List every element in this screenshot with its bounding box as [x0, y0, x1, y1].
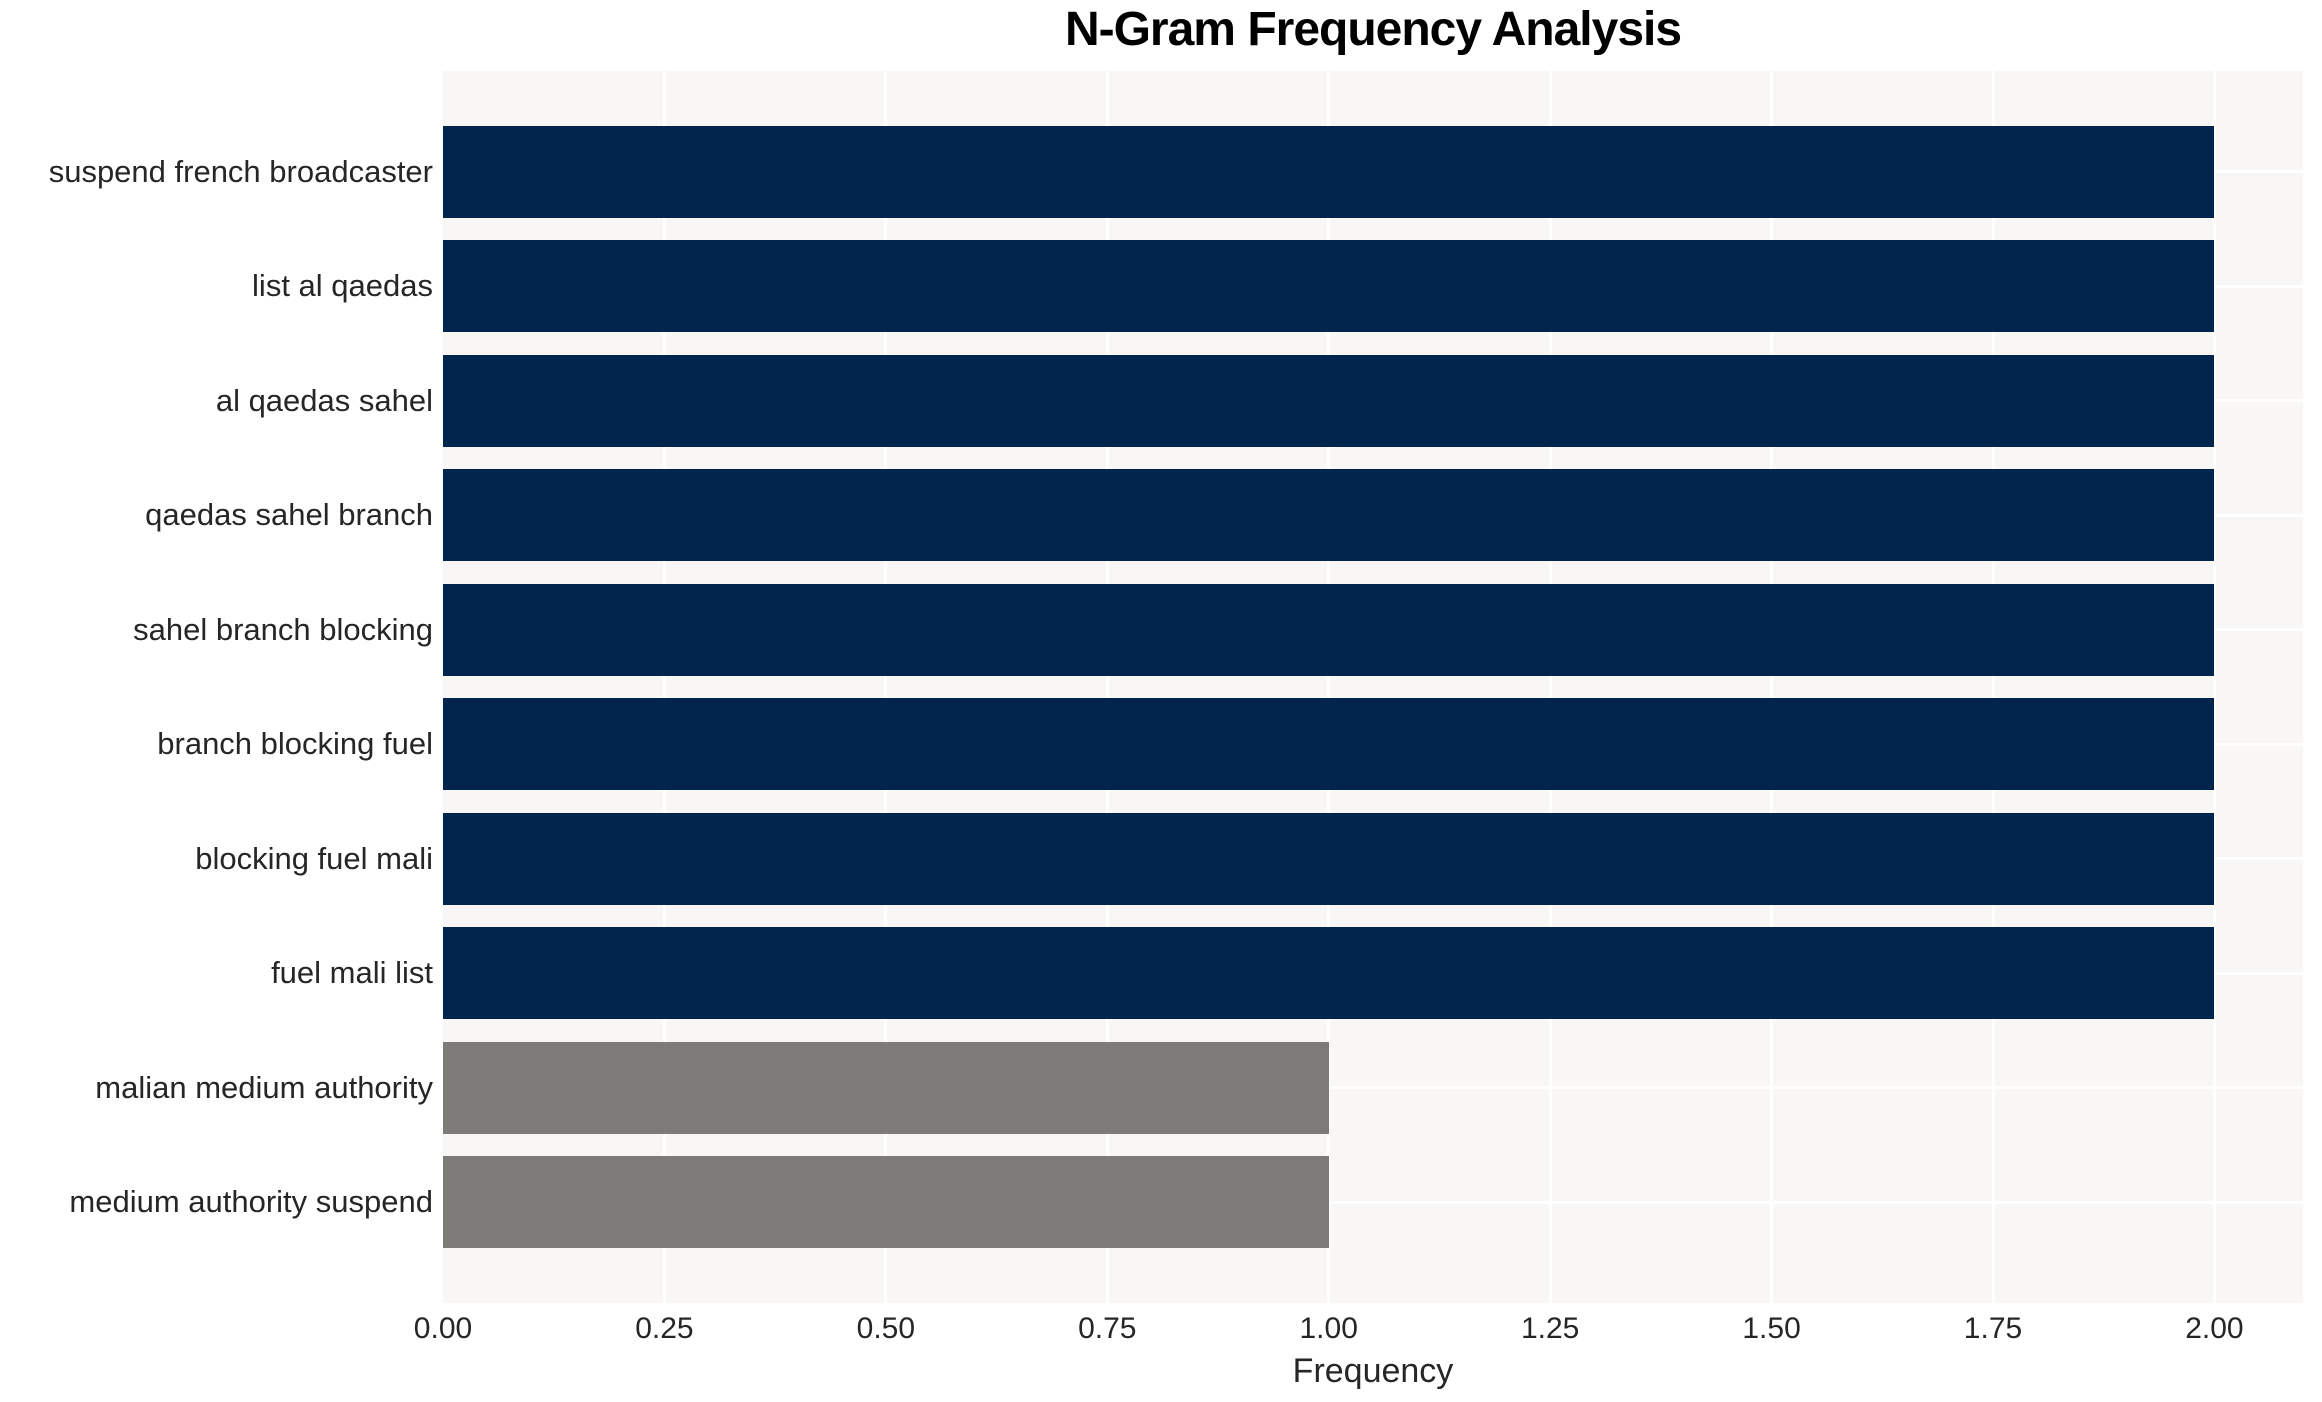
gridline-vertical	[1105, 71, 1109, 1303]
y-tick-label: al qaedas sahel	[215, 382, 433, 418]
bar-al-qaedas-sahel	[443, 354, 2215, 447]
x-axis-title: Frequency	[1292, 1352, 1454, 1390]
bar-fuel-mali-list	[443, 927, 2215, 1019]
gridline-vertical	[2212, 71, 2216, 1303]
x-tick-label: 0.00	[413, 1312, 473, 1345]
bar-qaedas-sahel-branch	[443, 469, 2215, 561]
bar-list-al-qaedas	[443, 240, 2215, 332]
y-tick-label: malian medium authority	[95, 1069, 433, 1105]
y-tick-label: blocking fuel mali	[195, 840, 433, 876]
y-tick-label: qaedas sahel branch	[145, 497, 433, 532]
y-tick-label: list al qaedas	[252, 268, 433, 303]
gridline-horizontal	[443, 1086, 2303, 1089]
gridline-horizontal	[443, 1200, 2303, 1204]
bar-blocking-fuel-mali	[443, 812, 2215, 905]
gridline-vertical	[1991, 71, 1995, 1303]
x-tick-label: 1.50	[1742, 1312, 1801, 1345]
y-tick-label: fuel mali list	[271, 955, 433, 990]
gridline-vertical	[1770, 71, 1774, 1303]
y-tick-label: branch blocking fuel	[157, 726, 433, 761]
gridline-vertical	[884, 71, 888, 1303]
x-tick-label: 1.75	[1963, 1312, 2023, 1345]
plot-area	[443, 71, 2303, 1303]
y-tick-label: suspend french broadcaster	[48, 153, 433, 189]
x-tick-label: 1.00	[1299, 1312, 1358, 1345]
y-tick-label: medium authority suspend	[69, 1184, 433, 1219]
x-tick-label: 0.75	[1078, 1312, 1137, 1345]
y-tick-label: sahel branch blocking	[133, 611, 433, 647]
bar-sahel-branch-blocking	[443, 583, 2215, 676]
x-tick-label: 1.25	[1520, 1312, 1580, 1345]
chart-title: N-Gram Frequency Analysis	[1064, 3, 1682, 56]
x-tick-label: 0.50	[856, 1312, 916, 1345]
x-tick-label: 0.25	[635, 1312, 694, 1345]
bar-suspend-french-broadcaster	[443, 125, 2215, 218]
bar-malian-medium-authority	[443, 1041, 1329, 1134]
x-tick-label: 2.00	[2185, 1312, 2244, 1345]
gridline-vertical	[1327, 71, 1331, 1303]
gridline-vertical	[662, 71, 666, 1303]
gridline-vertical	[1548, 71, 1552, 1303]
bar-branch-blocking-fuel	[443, 698, 2215, 790]
bar-medium-authority-suspend	[443, 1156, 1329, 1248]
